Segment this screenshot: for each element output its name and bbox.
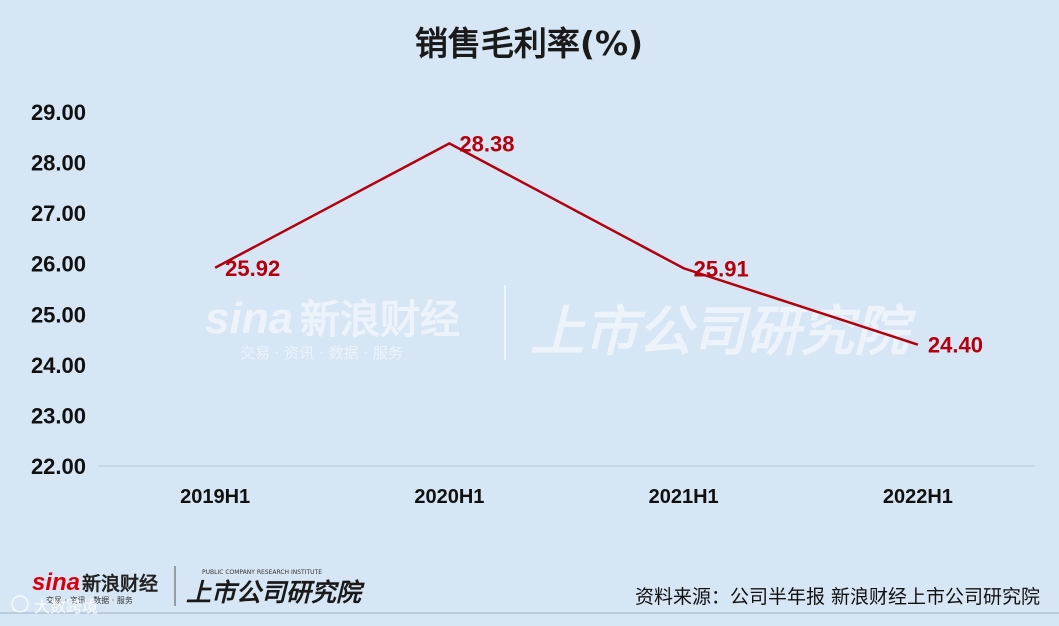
data-label: 25.91	[694, 256, 749, 281]
y-axis-ticks: 22.00 23.00 24.00 25.00 26.00 27.00 28.00 29.00	[31, 100, 86, 479]
y-tick-label: 24.00	[31, 353, 86, 378]
y-tick-label: 23.00	[31, 403, 86, 428]
footer-logo-institute-en: PUBLIC COMPANY RESEARCH INSTITUTE	[202, 569, 322, 576]
footer-logo-cn: 新浪财经	[82, 572, 158, 595]
data-label: 24.40	[928, 333, 983, 358]
watermark-tagline: 交易 · 资讯 · 数据 · 服务	[240, 344, 403, 362]
y-tick-label: 26.00	[31, 252, 86, 277]
watermark-brand: sina	[205, 294, 293, 343]
x-tick-label: 2020H1	[414, 486, 484, 508]
y-tick-label: 28.00	[31, 151, 86, 176]
watermark-institute: 上市公司研究院	[530, 300, 916, 363]
series-line	[214, 141, 919, 346]
x-axis-ticks: 2019H1 2020H1 2021H1 2022H1	[180, 486, 953, 508]
chart-title: 销售毛利率(%)	[415, 24, 643, 63]
footer-logo-tagline: 交易 · 资讯 · 数据 · 服务	[46, 595, 133, 605]
footer-logo-brand: sina	[32, 569, 80, 596]
x-tick-label: 2022H1	[883, 486, 953, 508]
data-label: 28.38	[459, 131, 514, 156]
y-tick-label: 29.00	[31, 100, 86, 125]
watermark: sina 新浪财经 交易 · 资讯 · 数据 · 服务 上市公司研究院	[205, 285, 916, 363]
footer-logo: sina 新浪财经 交易 · 资讯 · 数据 · 服务 PUBLIC COMPA…	[32, 566, 365, 607]
x-tick-label: 2021H1	[649, 486, 719, 508]
y-tick-label: 27.00	[31, 201, 86, 226]
source-note: 资料来源：公司半年报 新浪财经上市公司研究院	[635, 586, 1040, 608]
x-tick-label: 2019H1	[180, 486, 250, 508]
watermark-brand-cn: 新浪财经	[300, 297, 460, 343]
y-tick-label: 22.00	[31, 454, 86, 479]
corner-watermark-text: 大数跨境	[34, 597, 98, 616]
corner-watermark-icon	[11, 595, 29, 613]
footer-logo-institute: 上市公司研究院	[186, 578, 365, 607]
y-tick-label: 25.00	[31, 302, 86, 327]
corner-watermark: 大数跨境	[11, 595, 98, 616]
data-labels: 25.92 28.38 25.91 24.40	[225, 131, 983, 357]
data-label: 25.92	[225, 256, 280, 281]
